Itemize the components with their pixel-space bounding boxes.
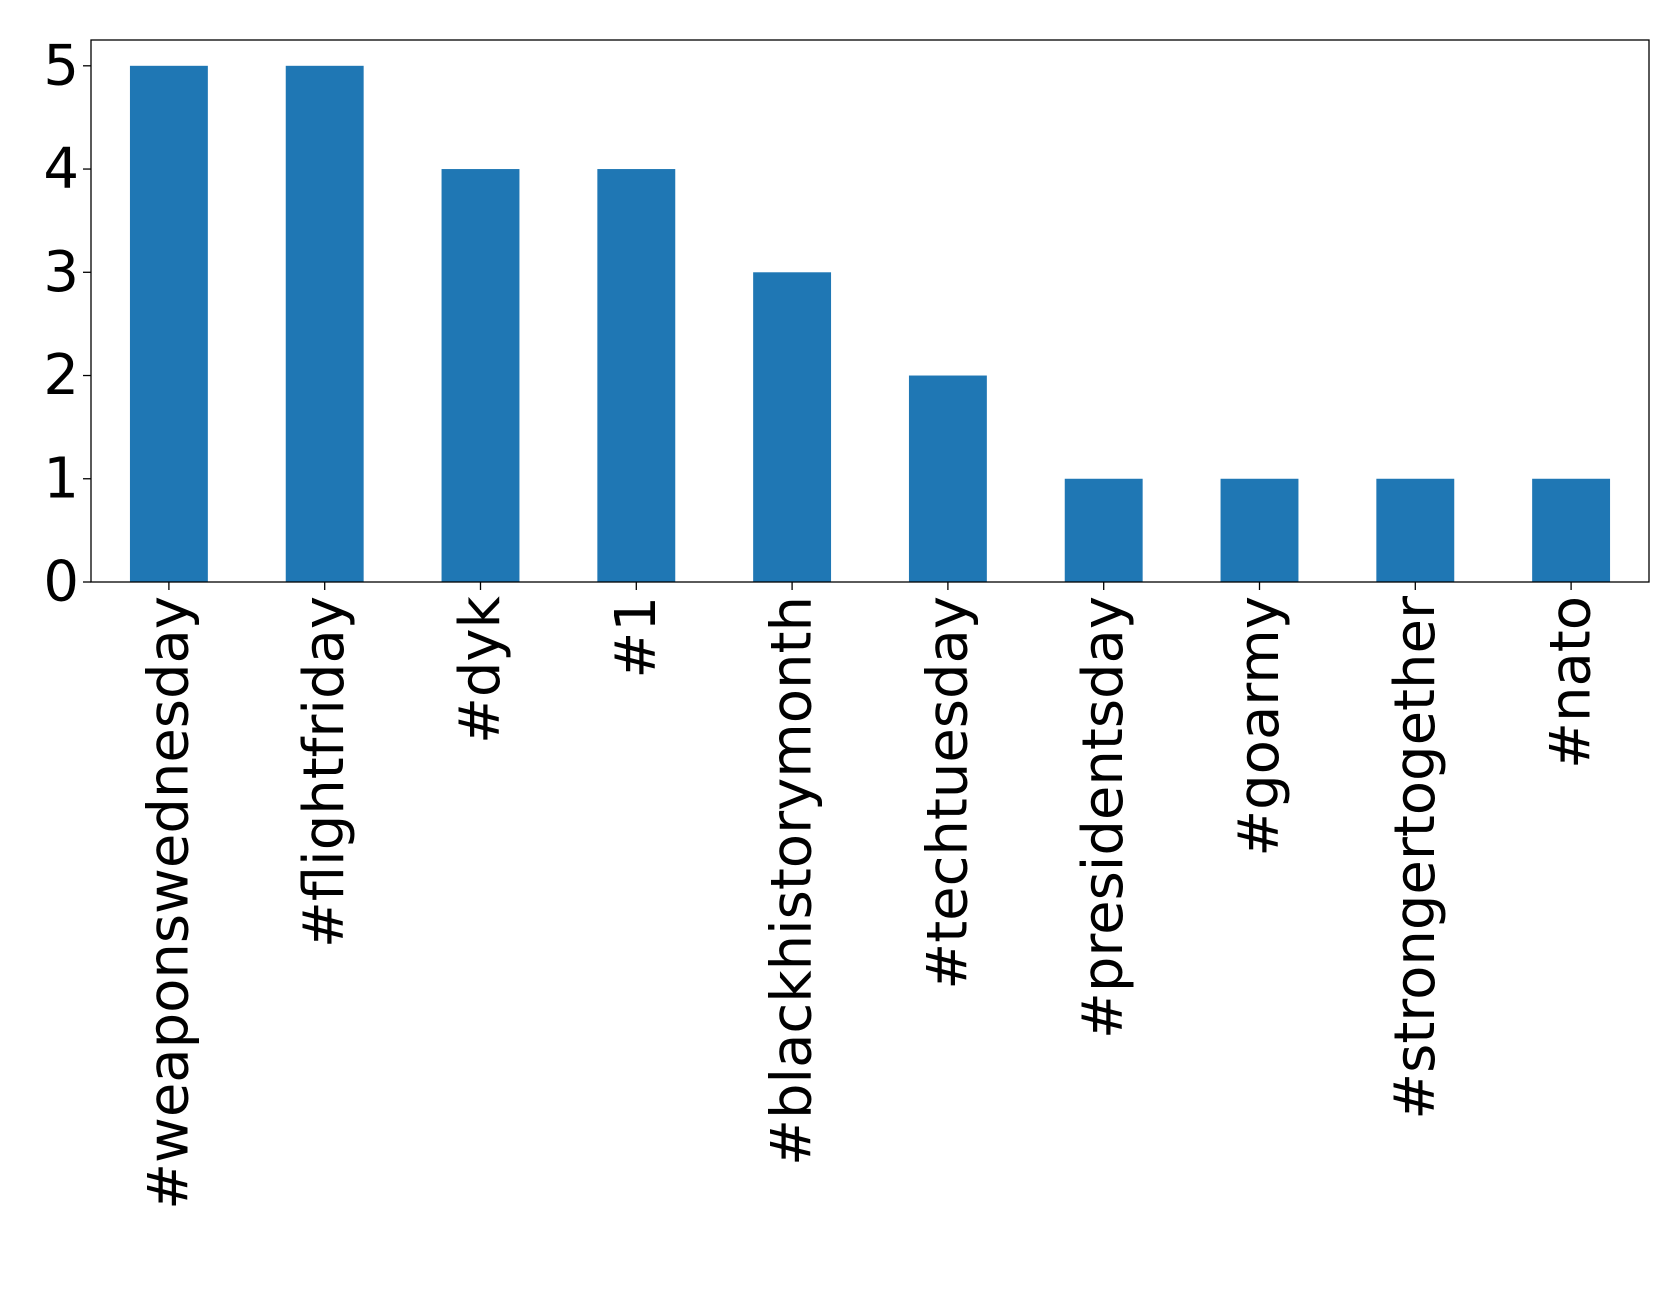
y-tick-label: 2	[43, 343, 79, 408]
x-tick-label: #presidentsday	[1071, 596, 1136, 1039]
bar-weaponswednesday	[129, 65, 208, 583]
bar-presidentsday	[1064, 478, 1143, 582]
y-axis: 0 1 2 3 4 5	[43, 33, 91, 615]
x-tick-label: #nato	[1539, 596, 1604, 769]
y-tick-label: 5	[43, 33, 79, 98]
x-tick-label: #weaponswednesday	[136, 596, 201, 1210]
x-tick-label: #blackhistorymonth	[760, 596, 825, 1166]
x-tick-label: #goarmy	[1227, 596, 1292, 857]
bar-strongertogether	[1376, 478, 1455, 582]
bars-group	[129, 65, 1611, 583]
bar-dyk	[441, 169, 520, 583]
y-tick-label: 4	[43, 137, 79, 202]
x-tick-label: #dyk	[448, 595, 513, 744]
x-tick-label: #techtuesday	[915, 596, 980, 990]
x-axis: #weaponswednesday #flightfriday #dyk #1 #bla…	[136, 582, 1604, 1210]
y-tick-label: 1	[43, 446, 79, 511]
bar-1	[597, 169, 676, 583]
plot-frame	[90, 39, 1650, 583]
bar-nato	[1532, 478, 1611, 582]
x-tick-label: #strongertogether	[1383, 595, 1448, 1120]
bar-goarmy	[1220, 478, 1299, 582]
y-tick-label: 3	[43, 240, 79, 305]
x-tick-label: #1	[604, 596, 669, 679]
bar-blackhistorymonth	[753, 272, 832, 582]
x-tick-label: #flightfriday	[292, 596, 357, 948]
bar-techtuesday	[908, 375, 987, 582]
bar-flightfriday	[285, 65, 364, 583]
y-tick-label: 0	[43, 550, 79, 615]
